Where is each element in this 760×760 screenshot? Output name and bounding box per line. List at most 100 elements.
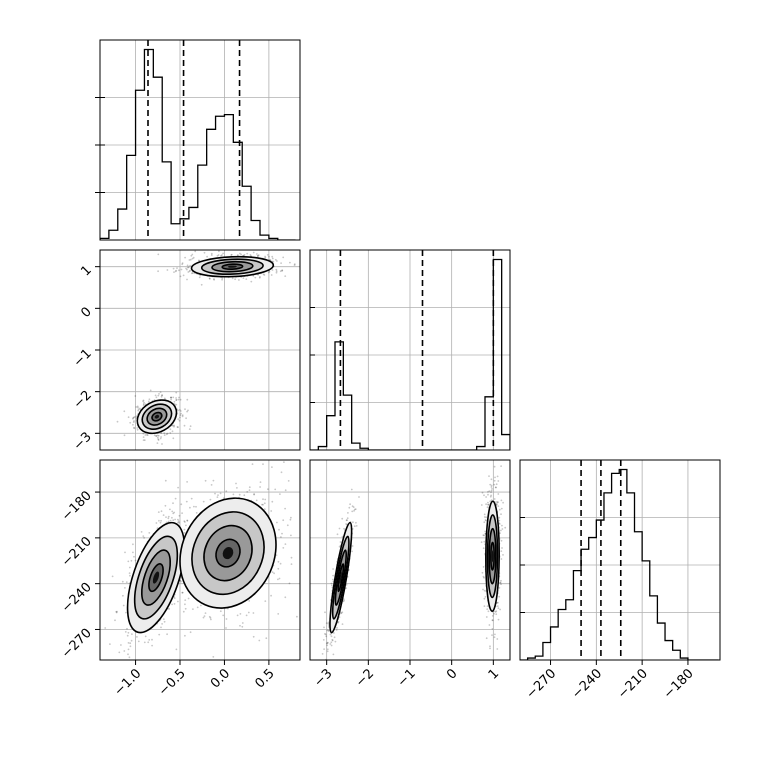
sample-point bbox=[190, 254, 193, 257]
sample-point bbox=[177, 409, 179, 412]
sample-point bbox=[239, 624, 241, 627]
sample-point bbox=[496, 605, 499, 607]
sample-point bbox=[222, 497, 225, 500]
sample-point bbox=[270, 274, 273, 276]
sample-point bbox=[483, 576, 485, 579]
sample-point bbox=[212, 479, 215, 482]
sample-point bbox=[487, 610, 490, 613]
sample-point bbox=[206, 255, 209, 258]
sample-point bbox=[485, 496, 487, 498]
sample-point bbox=[109, 643, 111, 645]
sample-point bbox=[287, 480, 290, 482]
sample-point bbox=[284, 489, 287, 492]
sample-point bbox=[487, 503, 490, 506]
x-tick-label: −1 bbox=[395, 666, 419, 690]
sample-point bbox=[172, 267, 175, 270]
sample-point bbox=[489, 500, 492, 503]
sample-point bbox=[176, 426, 179, 428]
sample-point bbox=[330, 641, 333, 644]
x-tick-label: −2 bbox=[353, 666, 377, 690]
sample-point bbox=[498, 508, 501, 511]
sample-point bbox=[175, 397, 178, 399]
sample-point bbox=[217, 494, 219, 496]
sample-point bbox=[200, 283, 203, 286]
sample-point bbox=[247, 611, 250, 614]
sample-point bbox=[136, 405, 139, 408]
sample-point bbox=[192, 272, 194, 274]
sample-point bbox=[491, 619, 494, 621]
sample-point bbox=[336, 533, 339, 536]
sample-point bbox=[264, 600, 267, 602]
sample-point bbox=[194, 250, 197, 253]
sample-point bbox=[158, 393, 160, 395]
sample-point bbox=[482, 575, 485, 578]
sample-point bbox=[164, 504, 167, 507]
sample-point bbox=[270, 510, 273, 512]
sample-point bbox=[238, 493, 241, 496]
sample-point bbox=[256, 253, 258, 255]
sample-point bbox=[181, 262, 184, 264]
sample-point bbox=[189, 631, 192, 634]
sample-point bbox=[340, 612, 343, 614]
sample-point bbox=[284, 275, 287, 277]
sample-point bbox=[495, 610, 498, 613]
sample-point bbox=[153, 434, 156, 437]
sample-point bbox=[178, 419, 181, 422]
sample-point bbox=[173, 511, 176, 514]
sample-point bbox=[281, 269, 284, 272]
sample-point bbox=[482, 566, 485, 568]
sample-point bbox=[311, 273, 313, 275]
sample-point bbox=[290, 563, 293, 565]
contour-group bbox=[179, 497, 277, 609]
sample-point bbox=[189, 269, 192, 272]
sample-point bbox=[484, 530, 487, 533]
sample-point bbox=[159, 437, 162, 440]
sample-point bbox=[490, 486, 493, 488]
sample-point bbox=[219, 610, 222, 613]
sample-point bbox=[280, 262, 282, 264]
sample-point bbox=[355, 521, 357, 524]
joint-panel-1 bbox=[99, 459, 301, 661]
sample-point bbox=[181, 415, 184, 418]
sample-point bbox=[268, 270, 271, 273]
sample-point bbox=[481, 571, 484, 574]
sample-point bbox=[208, 277, 211, 280]
sample-point bbox=[491, 488, 493, 490]
sample-point bbox=[339, 541, 342, 543]
sample-point bbox=[177, 520, 180, 523]
sample-point bbox=[497, 601, 499, 604]
sample-point bbox=[284, 543, 287, 545]
sample-point bbox=[265, 637, 268, 640]
sample-point bbox=[234, 278, 237, 281]
sample-point bbox=[267, 271, 270, 274]
sample-point bbox=[243, 494, 246, 497]
sample-point bbox=[210, 618, 212, 621]
sample-point bbox=[156, 434, 159, 437]
sample-point bbox=[241, 625, 244, 628]
sample-point bbox=[157, 434, 160, 437]
sample-point bbox=[161, 394, 164, 397]
sample-point bbox=[184, 607, 187, 610]
sample-point bbox=[496, 648, 499, 650]
histogram-outline bbox=[520, 468, 719, 660]
sample-point bbox=[134, 416, 136, 418]
sample-point bbox=[171, 603, 174, 606]
sample-point bbox=[484, 596, 487, 598]
sample-point bbox=[325, 642, 328, 645]
sample-point bbox=[221, 254, 223, 256]
sample-point bbox=[338, 545, 341, 548]
sample-point bbox=[347, 512, 349, 514]
sample-point bbox=[220, 254, 222, 257]
sample-point bbox=[490, 478, 493, 481]
sample-point bbox=[175, 399, 178, 401]
sample-point bbox=[500, 558, 503, 560]
sample-point bbox=[163, 432, 166, 434]
sample-point bbox=[290, 516, 292, 519]
sample-point bbox=[186, 264, 189, 267]
sample-point bbox=[494, 486, 497, 489]
sample-point bbox=[213, 278, 216, 281]
sample-point bbox=[132, 421, 135, 423]
sample-point bbox=[155, 396, 158, 399]
sample-point bbox=[166, 269, 169, 271]
sample-point bbox=[147, 400, 150, 403]
